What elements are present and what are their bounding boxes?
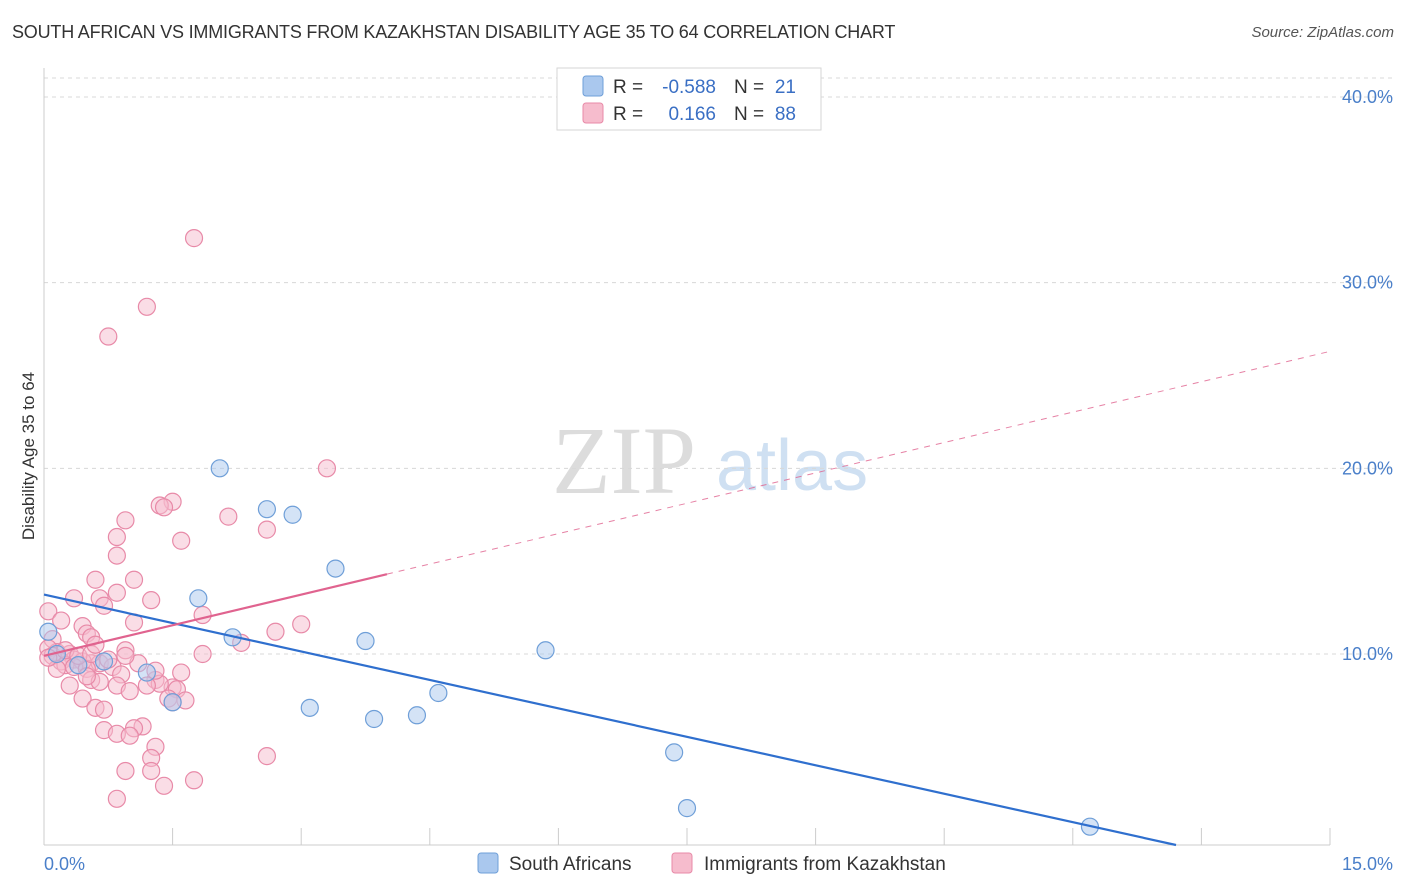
kazakhstan-point-63 [94, 700, 114, 719]
x-tick-label-min: 0.0% [44, 854, 85, 874]
kazakhstan-point-11 [107, 527, 126, 547]
south-africans-point-11 [326, 559, 345, 578]
kazakhstan-point-13 [86, 570, 105, 589]
kazakhstan-point-12 [107, 546, 126, 565]
kazakhstan-point-17 [64, 589, 84, 608]
kazakhstan-point-52 [172, 663, 191, 682]
gridlines [44, 77, 1392, 655]
y-tick-labels: 10.0% 20.0% 30.0% 40.0% [1342, 87, 1393, 664]
kazakhstan-point-3 [317, 459, 337, 478]
south-africans-point-3 [137, 663, 156, 682]
kazakhstan-point-24 [52, 611, 71, 630]
y-tick-label-40: 40.0% [1342, 87, 1393, 107]
south-africans-point-15 [429, 683, 448, 703]
kazakhstan-point-81 [116, 646, 135, 665]
source-credit: Source: ZipAtlas.com [1251, 24, 1394, 41]
kazakhstan-point-76 [107, 789, 126, 808]
y-axis-label: Disability Age 35 to 64 [19, 372, 38, 540]
kazakhstan-point-54 [60, 676, 79, 695]
bottom-legend-swatch-pink [671, 852, 693, 874]
south-africans-point-10 [300, 698, 319, 717]
kazakhstan-point-18 [142, 591, 161, 610]
trend-line-kazakhstan-extension [386, 350, 1331, 575]
south-africans-point-1 [69, 656, 88, 675]
trend-line-kazakhstan [43, 573, 388, 657]
kazakhstan-point-14 [124, 570, 144, 589]
kazakhstan-point-75 [154, 776, 174, 795]
bottom-legend-label-south-africans: South Africans [509, 854, 632, 875]
kazakhstan-point-74 [184, 771, 204, 790]
kazakhstan-point-61 [73, 689, 92, 708]
trend-lines [43, 350, 1331, 847]
kazakhstan-point-73 [142, 761, 161, 781]
south-africans-point-17 [665, 743, 684, 762]
kazakhstan-point-2 [99, 327, 118, 346]
legend-swatch-pink [582, 102, 604, 124]
south-africans-point-6 [210, 459, 229, 478]
south-africans-point-0 [39, 622, 58, 641]
correlation-legend: R = -0.588 N = 21 R = 0.166 N = 88 [556, 67, 822, 131]
south-africans-point-16 [536, 641, 555, 660]
south-africans-point-8 [257, 500, 277, 519]
kazakhstan-point-1 [137, 297, 156, 316]
legend-swatch-blue [582, 75, 604, 97]
legend-n-label-1: N = [734, 77, 764, 98]
y-tick-label-20: 20.0% [1342, 458, 1393, 478]
kazakhstan-point-21 [39, 602, 58, 621]
south-africans-point-9 [283, 505, 302, 524]
south-africans-point-12 [356, 631, 375, 651]
kazakhstan-point-0 [184, 229, 204, 248]
kazakhstan-point-8 [116, 511, 135, 530]
legend-r-value-2: 0.166 [668, 104, 716, 125]
x-tick-labels: 0.0% 15.0% [44, 828, 1393, 874]
kazakhstan-point-26 [266, 622, 285, 641]
kazakhstan-point-72 [116, 761, 135, 781]
kazakhstan-point-7 [219, 507, 238, 526]
south-africans-point-14 [407, 706, 427, 725]
kazakhstan-point-55 [120, 682, 139, 701]
kazakhstan-point-23 [292, 615, 311, 634]
chart-title: SOUTH AFRICAN VS IMMIGRANTS FROM KAZAKHS… [12, 22, 896, 42]
y-tick-label-30: 30.0% [1342, 273, 1393, 293]
y-tick-label-10: 10.0% [1342, 644, 1393, 664]
legend-n-value-2: 88 [775, 104, 796, 125]
south-africans-point-5 [189, 589, 208, 608]
bottom-legend-label-kazakhstan: Immigrants from Kazakhstan [704, 854, 946, 875]
series-legend: South Africans Immigrants from Kazakhsta… [477, 852, 946, 875]
kazakhstan-point-6 [154, 498, 174, 517]
legend-n-value-1: 21 [775, 77, 796, 98]
kazakhstan-point-33 [193, 644, 212, 664]
south-africans-point-4 [163, 693, 182, 712]
south-africans-point-13 [364, 709, 384, 729]
south-africans-point-18 [677, 799, 697, 818]
kazakhstan-point-68 [120, 726, 139, 745]
south-africans-point-2 [94, 652, 114, 671]
legend-n-label-2: N = [734, 104, 764, 125]
legend-r-label-2: R = [613, 104, 643, 125]
kazakhstan-point-15 [107, 583, 126, 602]
kazakhstan-point-20 [193, 605, 212, 625]
bottom-legend-swatch-blue [477, 852, 499, 874]
legend-r-label-1: R = [613, 77, 643, 98]
x-tick-label-max: 15.0% [1342, 854, 1393, 874]
kazakhstan-point-71 [257, 747, 277, 766]
trend-line-south-africans [43, 593, 1177, 847]
kazakhstan-point-10 [172, 531, 191, 550]
watermark-zip: ZIP [552, 407, 696, 514]
legend-r-value-1: -0.588 [662, 77, 716, 98]
kazakhstan-point-9 [257, 520, 277, 539]
